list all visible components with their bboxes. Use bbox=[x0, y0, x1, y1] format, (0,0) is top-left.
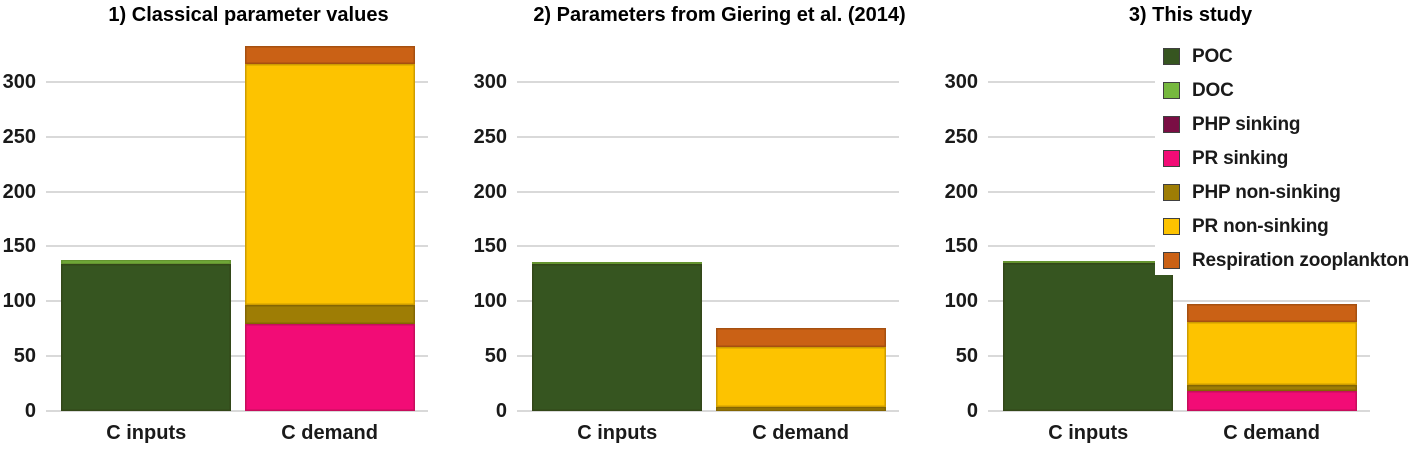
bar-segment-doc bbox=[1003, 260, 1174, 263]
legend-swatch-pr-non-sinking-icon bbox=[1163, 218, 1180, 235]
stacked-bar-c-inputs bbox=[1003, 38, 1174, 411]
y-tick-label-250: 250 bbox=[944, 125, 978, 148]
category-label-c-demand: C demand bbox=[281, 422, 378, 444]
legend-label-poc: POC bbox=[1192, 45, 1233, 67]
legend-item-respiration-zooplankton: Respiration zooplankton bbox=[1163, 249, 1411, 271]
y-tick-label-50: 50 bbox=[13, 345, 36, 368]
gridline-100 bbox=[517, 300, 899, 303]
y-tick-label-300: 300 bbox=[2, 70, 36, 93]
legend-label-pr-sinking: PR sinking bbox=[1192, 147, 1289, 169]
legend-item-pr-non-sinking: PR non-sinking bbox=[1163, 215, 1411, 237]
plot-area-classical: 0 50 100 150 200 250 300 C inputs C demand bbox=[3, 38, 428, 444]
panel-giering-parameters: 2) Parameters from Giering et al. (2014)… bbox=[471, 0, 942, 450]
bar-segment-pr-non-sinking bbox=[1186, 322, 1357, 385]
legend-item-poc: POC bbox=[1163, 45, 1411, 67]
gridline-100 bbox=[988, 300, 1370, 303]
gridline-100 bbox=[46, 300, 428, 303]
bar-segment-respiration-zooplankton bbox=[1186, 303, 1357, 323]
legend-swatch-doc-icon bbox=[1163, 82, 1180, 99]
y-tick-label-300: 300 bbox=[944, 70, 978, 93]
legend-item-php-sinking: PHP sinking bbox=[1163, 113, 1411, 135]
category-label-c-demand: C demand bbox=[752, 422, 849, 444]
y-tick-label-150: 150 bbox=[2, 235, 36, 258]
gridline-300 bbox=[517, 80, 899, 83]
legend-label-respiration-zooplankton: Respiration zooplankton bbox=[1192, 249, 1410, 271]
bar-segment-doc bbox=[61, 259, 232, 264]
bar-segment-doc bbox=[532, 261, 703, 264]
y-tick-label-0: 0 bbox=[495, 400, 507, 422]
y-tick-label-250: 250 bbox=[473, 125, 507, 148]
y-tick-label-150: 150 bbox=[473, 235, 507, 258]
plot-area-giering: 0 50 100 150 200 250 300 C inputs C demand bbox=[474, 38, 899, 444]
y-tick-label-50: 50 bbox=[484, 345, 507, 368]
y-tick-label-250: 250 bbox=[2, 125, 36, 148]
y-tick-label-200: 200 bbox=[2, 180, 36, 203]
legend-swatch-php-non-sinking-icon bbox=[1163, 184, 1180, 201]
y-tick-label-100: 100 bbox=[944, 290, 978, 313]
legend-item-doc: DOC bbox=[1163, 79, 1411, 101]
stacked-bar-c-inputs bbox=[61, 38, 232, 411]
legend-swatch-pr-sinking-icon bbox=[1163, 150, 1180, 167]
bar-segment-php-non-sinking bbox=[244, 304, 415, 325]
gridline-200 bbox=[517, 190, 899, 193]
gridline-50 bbox=[988, 355, 1370, 358]
bar-segment-pr-sinking bbox=[244, 324, 415, 411]
y-tick-label-300: 300 bbox=[473, 70, 507, 93]
legend-label-php-sinking: PHP sinking bbox=[1192, 113, 1301, 135]
y-tick-label-0: 0 bbox=[966, 400, 978, 422]
bar-segment-php-non-sinking bbox=[715, 406, 886, 411]
panel-classical-parameters: 1) Classical parameter values 0 50 100 150 2… bbox=[0, 0, 471, 450]
legend: POC DOC PHP sinking PR sinking PHP non-sinki… bbox=[1155, 42, 1413, 275]
gridline-0 bbox=[517, 410, 899, 412]
stacked-bar-c-inputs bbox=[532, 38, 703, 411]
gridline-300 bbox=[46, 80, 428, 83]
gridline-50 bbox=[517, 355, 899, 358]
y-tick-label-200: 200 bbox=[944, 180, 978, 203]
y-tick-label-0: 0 bbox=[24, 400, 36, 422]
stacked-bar-c-demand bbox=[1186, 38, 1357, 411]
gridline-0 bbox=[988, 410, 1370, 412]
panel-title-giering: 2) Parameters from Giering et al. (2014) bbox=[533, 4, 906, 26]
y-tick-label-100: 100 bbox=[2, 290, 36, 313]
gridline-250 bbox=[46, 135, 428, 138]
y-tick-label-50: 50 bbox=[955, 345, 978, 368]
panel-title-this-study: 3) This study bbox=[1128, 4, 1253, 26]
legend-label-php-non-sinking: PHP non-sinking bbox=[1192, 181, 1341, 203]
legend-swatch-php-sinking-icon bbox=[1163, 116, 1180, 133]
legend-label-doc: DOC bbox=[1192, 79, 1234, 101]
category-label-c-demand: C demand bbox=[1223, 422, 1320, 444]
legend-item-pr-sinking: PR sinking bbox=[1163, 147, 1411, 169]
y-tick-label-200: 200 bbox=[473, 180, 507, 203]
gridline-150 bbox=[517, 245, 899, 248]
bar-segment-poc bbox=[1003, 262, 1174, 411]
bar-segment-pr-sinking bbox=[1186, 391, 1357, 411]
bar-segment-respiration-zooplankton bbox=[715, 327, 886, 348]
gridline-0 bbox=[46, 410, 428, 412]
stacked-bar-c-demand bbox=[244, 38, 415, 411]
gridline-50 bbox=[46, 355, 428, 358]
stacked-bar-c-demand bbox=[715, 38, 886, 411]
legend-item-php-non-sinking: PHP non-sinking bbox=[1163, 181, 1411, 203]
legend-label-pr-non-sinking: PR non-sinking bbox=[1192, 215, 1329, 237]
category-label-c-inputs: C inputs bbox=[106, 422, 187, 444]
gridline-250 bbox=[517, 135, 899, 138]
bar-segment-poc bbox=[532, 264, 703, 411]
bar-segment-pr-non-sinking bbox=[715, 347, 886, 407]
panel-title-classical: 1) Classical parameter values bbox=[108, 4, 389, 26]
gridline-200 bbox=[46, 190, 428, 193]
y-tick-label-100: 100 bbox=[473, 290, 507, 313]
bar-segment-php-non-sinking bbox=[1186, 384, 1357, 392]
bar-segment-pr-non-sinking bbox=[244, 64, 415, 305]
gridline-150 bbox=[46, 245, 428, 248]
legend-swatch-respiration-zooplankton-icon bbox=[1163, 252, 1180, 269]
y-tick-label-150: 150 bbox=[944, 235, 978, 258]
category-label-c-inputs: C inputs bbox=[577, 422, 658, 444]
bar-segment-respiration-zooplankton bbox=[244, 45, 415, 65]
legend-swatch-poc-icon bbox=[1163, 48, 1180, 65]
bar-segment-poc bbox=[61, 264, 232, 411]
category-label-c-inputs: C inputs bbox=[1048, 422, 1129, 444]
